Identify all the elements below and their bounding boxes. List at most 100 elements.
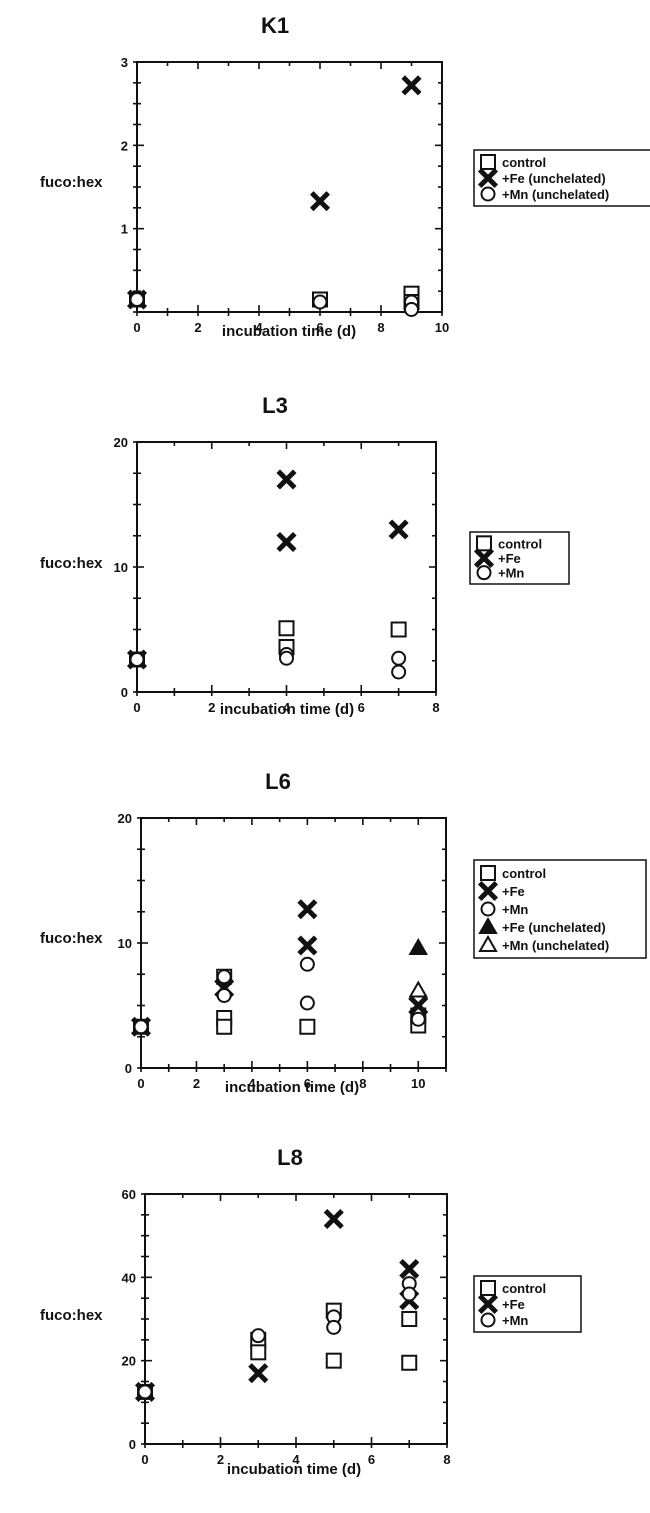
data-point <box>309 191 331 212</box>
legend: control+Fe (unchelated)+Mn (unchelated) <box>473 149 650 207</box>
plot-frame <box>140 817 447 1069</box>
x-tick-label: 10 <box>435 320 449 335</box>
data-point <box>408 995 429 1016</box>
series-triangle-filled <box>408 937 428 955</box>
legend-marker <box>480 865 496 881</box>
y-tick-label: 20 <box>118 811 132 826</box>
legend-label: +Mn (unchelated) <box>502 938 609 953</box>
data-point <box>216 969 232 985</box>
data-point <box>250 1344 267 1361</box>
legend-label: +Mn (unchelated) <box>502 187 609 202</box>
series-square <box>129 620 407 668</box>
y-tick-label: 0 <box>125 1061 132 1076</box>
x-tick-label: 0 <box>141 1452 148 1467</box>
x-tick-label: 4 <box>248 1076 256 1091</box>
x-tick-label: 2 <box>208 700 215 715</box>
y-tick-label: 0 <box>129 1437 136 1452</box>
series-circle <box>129 292 419 317</box>
x-tick-label: 4 <box>255 320 263 335</box>
data-point <box>401 1354 418 1371</box>
data-point <box>401 75 422 96</box>
x-axis-label: incubation time (d) <box>220 701 354 718</box>
data-point <box>391 650 407 666</box>
data-point <box>129 652 145 667</box>
x-tick-label: 0 <box>137 1076 144 1091</box>
chart-l6: L6 fuco:hex incubation time (d) 0 2 4 6 8 10 0 10 2… <box>40 769 647 1096</box>
legend-marker <box>480 901 496 917</box>
y-tick-label: 20 <box>114 435 128 450</box>
series-circle <box>133 956 426 1035</box>
x-tick-label: 2 <box>193 1076 200 1091</box>
y-tick-label: 60 <box>122 1187 136 1202</box>
data-point <box>216 1018 233 1035</box>
legend-marker <box>477 167 499 189</box>
x-tick-label: 2 <box>194 320 201 335</box>
series-x <box>134 1208 420 1402</box>
data-point <box>276 531 297 553</box>
y-tick-label: 2 <box>121 138 128 153</box>
data-point <box>297 935 318 956</box>
legend-label: control <box>502 1281 546 1296</box>
data-point <box>250 1328 266 1344</box>
legend-marker <box>480 186 496 202</box>
y-tick-label: 40 <box>122 1270 136 1285</box>
x-tick-label: 6 <box>358 700 365 715</box>
legend-label: +Mn <box>498 566 524 581</box>
legend-marker <box>480 154 496 170</box>
chart-title: L3 <box>262 393 288 418</box>
legend-label: +Fe <box>498 551 521 566</box>
data-point <box>391 664 407 680</box>
data-point <box>390 621 407 638</box>
y-axis-label: fuco:hex <box>40 1307 103 1324</box>
legend-marker <box>476 535 492 552</box>
series-circle <box>129 647 407 680</box>
x-tick-label: 8 <box>377 320 384 335</box>
legend-label: control <box>502 155 546 170</box>
data-point <box>278 620 295 637</box>
data-point <box>129 292 145 307</box>
data-point <box>312 294 328 310</box>
x-tick-label: 0 <box>133 700 140 715</box>
data-point <box>326 1319 342 1335</box>
series-x <box>126 75 422 310</box>
chart-l3: L3 fuco:hex incubation time (d) 0 2 4 6 8 0 10 20 c… <box>40 393 570 718</box>
y-tick-label: 20 <box>122 1354 136 1369</box>
y-tick-label: 1 <box>121 222 128 237</box>
plot-frame <box>136 61 443 313</box>
chart-title: L8 <box>277 1145 303 1170</box>
legend: control+Fe+Mn <box>473 1275 582 1333</box>
data-point <box>404 302 419 317</box>
data-point <box>388 519 409 540</box>
x-tick-label: 4 <box>292 1452 300 1467</box>
y-axis-label: fuco:hex <box>40 930 103 947</box>
x-tick-label: 6 <box>304 1076 311 1091</box>
x-tick-label: 6 <box>368 1452 375 1467</box>
series-triangle-open <box>408 980 428 998</box>
y-axis-label: fuco:hex <box>40 174 103 191</box>
chart-title: K1 <box>261 13 289 38</box>
x-tick-label: 8 <box>359 1076 366 1091</box>
data-point <box>299 995 315 1011</box>
x-tick-label: 0 <box>133 320 140 335</box>
x-axis-label: incubation time (d) <box>222 323 356 340</box>
x-tick-label: 8 <box>432 700 439 715</box>
legend-label: +Fe (unchelated) <box>502 920 606 935</box>
data-point <box>323 1208 344 1230</box>
series-circle <box>137 1276 417 1400</box>
y-tick-label: 10 <box>114 560 128 575</box>
x-tick-label: 8 <box>443 1452 450 1467</box>
y-tick-label: 10 <box>118 936 132 951</box>
legend-marker <box>480 1312 496 1328</box>
x-tick-label: 4 <box>283 700 291 715</box>
data-point <box>248 1363 269 1384</box>
legend-marker <box>473 547 495 569</box>
data-point <box>299 1018 316 1035</box>
legend-marker <box>480 1280 496 1296</box>
x-axis-label: incubation time (d) <box>227 1461 361 1478</box>
legend-label: control <box>498 536 542 551</box>
data-point <box>408 937 428 955</box>
series-x <box>126 469 409 670</box>
x-tick-label: 2 <box>217 1452 224 1467</box>
legend-label: +Mn <box>502 902 528 917</box>
y-tick-label: 0 <box>121 685 128 700</box>
